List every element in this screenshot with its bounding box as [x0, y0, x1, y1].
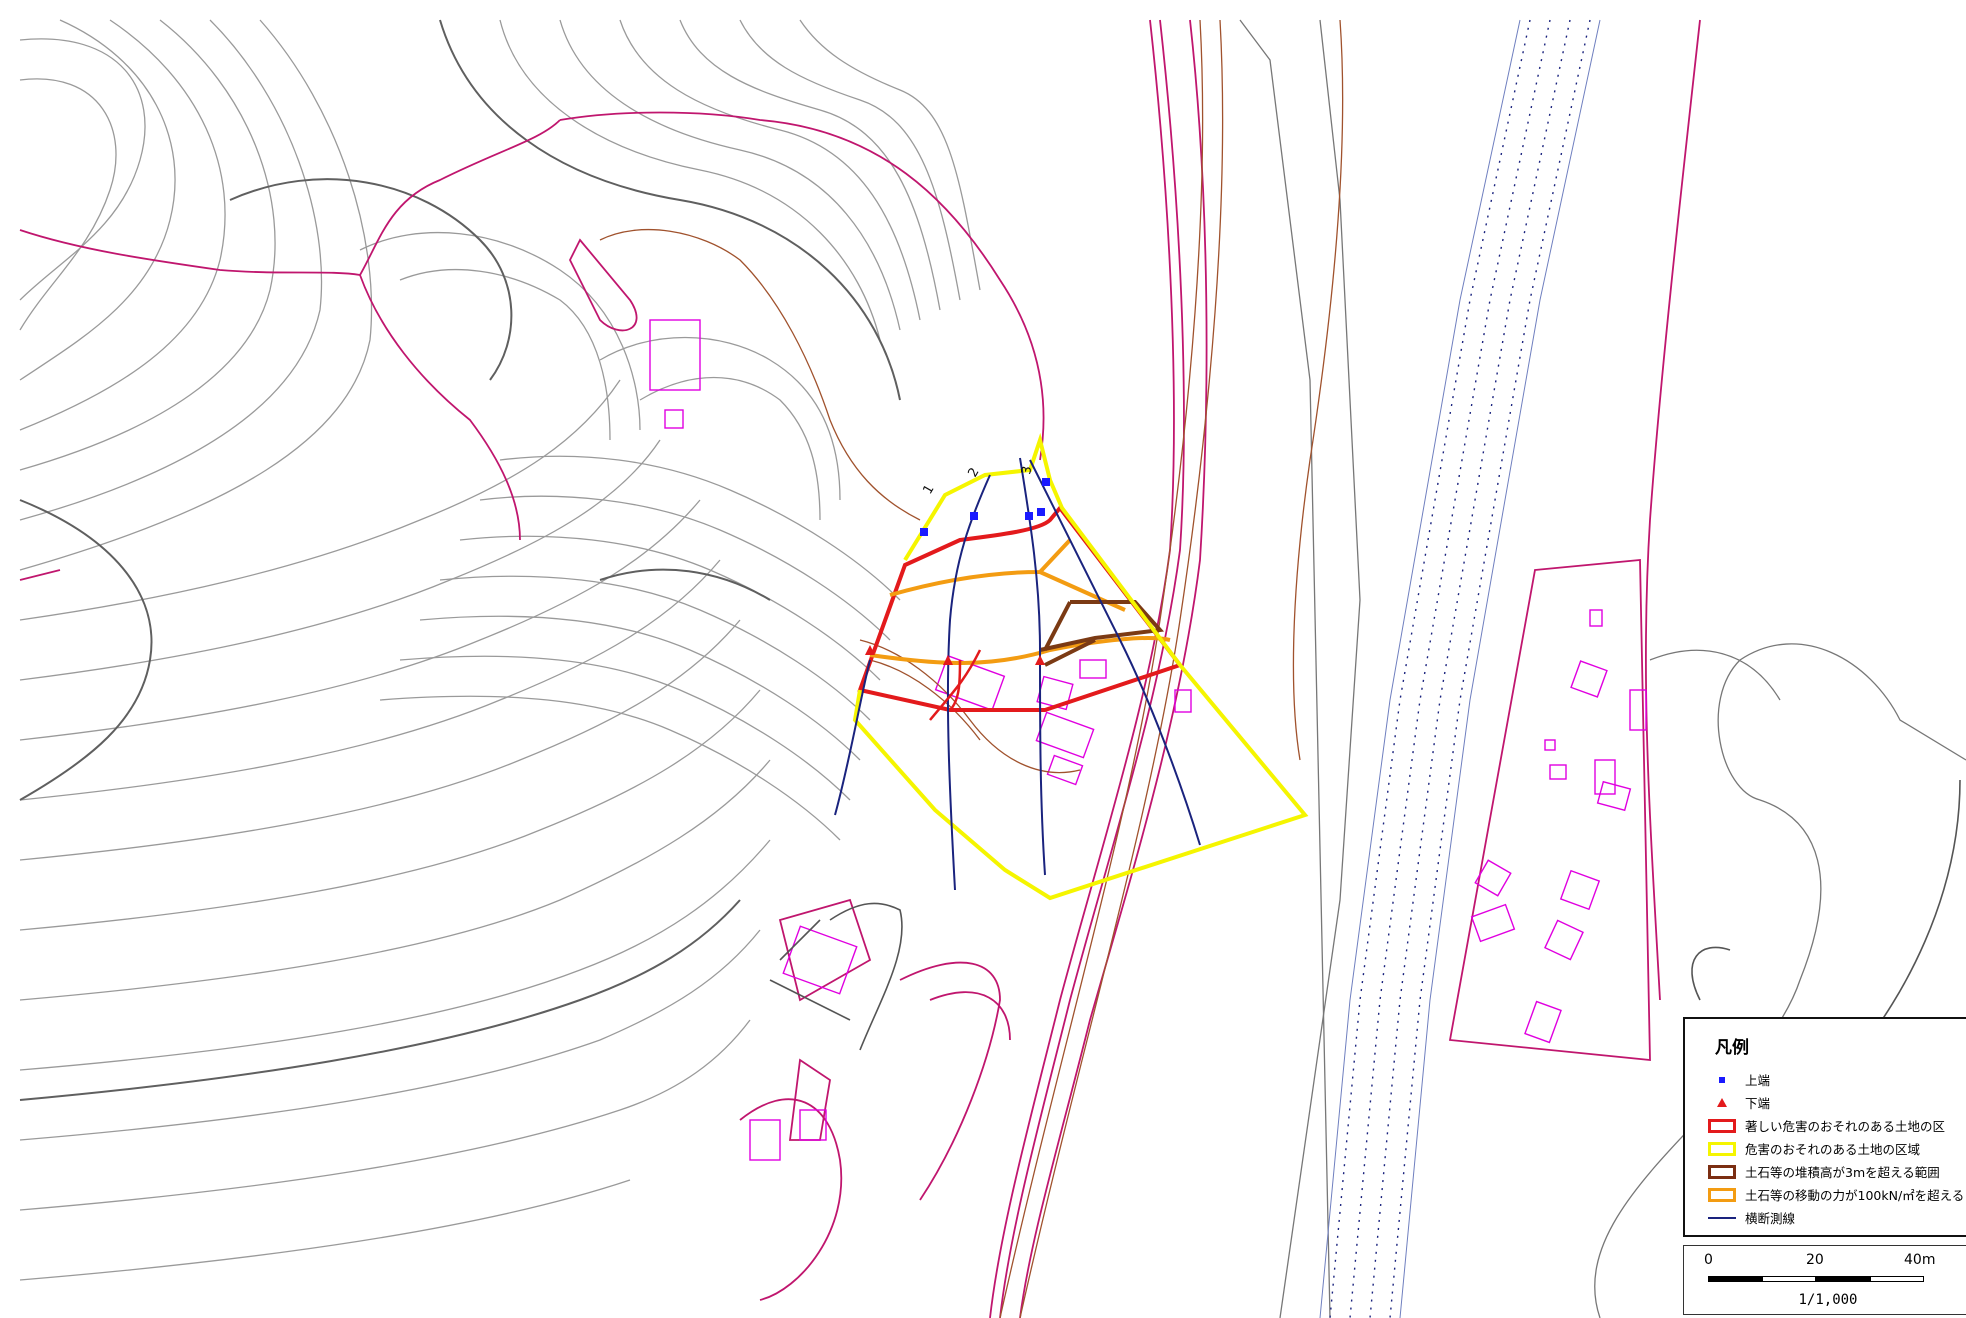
scale-ratio: 1/1,000	[1798, 1292, 1858, 1308]
survey-line-3-label: 3	[1019, 465, 1035, 476]
scale-segment	[1870, 1276, 1924, 1282]
legend-item-force: 土石等の移動の力が100kN/㎡を超える	[1707, 1183, 1966, 1206]
legend-item-hazard-zone: 危害のおそれのある土地の区域	[1707, 1137, 1966, 1160]
legend-label: 危害のおそれのある土地の区域	[1745, 1142, 1921, 1157]
legend-item-severe-zone: 著しい危害のおそれのある土地の区	[1707, 1114, 1966, 1137]
scale-segment	[1762, 1276, 1816, 1282]
legend-label: 横断測線	[1745, 1211, 1796, 1226]
brown-box-icon	[1707, 1164, 1737, 1180]
yellow-box-icon	[1707, 1141, 1737, 1157]
railway-tracks	[1329, 19, 1591, 1318]
zone-deposit-3m	[1039, 600, 1165, 667]
triangle-marker-icon	[1707, 1095, 1737, 1111]
legend-label: 土石等の堆積高が3mを超える範囲	[1745, 1165, 1940, 1180]
buildings	[649, 319, 1647, 1161]
legend-item-survey-line: 横断測線	[1707, 1206, 1966, 1229]
index-contours	[19, 19, 901, 1101]
scale-label-20: 20	[1806, 1252, 1824, 1268]
legend-item-bottom-end: 下端	[1707, 1091, 1966, 1114]
zone-severe	[857, 504, 1184, 712]
terrace-lines	[599, 19, 1344, 1318]
bottom-end-markers	[865, 645, 1045, 665]
contour-lines	[19, 19, 981, 1281]
legend-label: 著しい危害のおそれのある土地の区	[1745, 1119, 1946, 1134]
scale-label-40: 40m	[1904, 1252, 1936, 1268]
red-lines	[929, 649, 982, 721]
legend-label: 下端	[1745, 1096, 1771, 1111]
orange-box-icon	[1707, 1187, 1737, 1203]
map-legend: 凡例 上端 下端 著しい危害のおそれのある土地の区 危害のおそれのある土地の区域…	[1683, 1017, 1966, 1237]
railway-track-solid	[1319, 19, 1601, 1318]
line-icon	[1707, 1210, 1737, 1226]
road-outlines	[1239, 19, 1966, 1318]
parcel-boundaries	[19, 19, 1701, 1318]
top-end-markers	[920, 478, 1050, 536]
square-marker-icon	[1707, 1072, 1737, 1088]
scale-segment	[1708, 1276, 1762, 1282]
legend-title: 凡例	[1715, 1038, 1749, 1058]
scale-segment	[1816, 1276, 1870, 1282]
scale-bar: 0 20 40m 1/1,000	[1683, 1245, 1966, 1315]
legend-label: 土石等の移動の力が100kN/㎡を超える	[1745, 1188, 1965, 1203]
survey-line-1-label: 1	[920, 482, 937, 497]
scale-label-0: 0	[1704, 1252, 1713, 1268]
legend-item-deposit: 土石等の堆積高が3mを超える範囲	[1707, 1160, 1966, 1183]
legend-label: 上端	[1745, 1073, 1771, 1088]
legend-item-top-end: 上端	[1707, 1068, 1966, 1091]
zone-hazard	[852, 432, 1309, 901]
red-box-icon	[1707, 1118, 1737, 1134]
